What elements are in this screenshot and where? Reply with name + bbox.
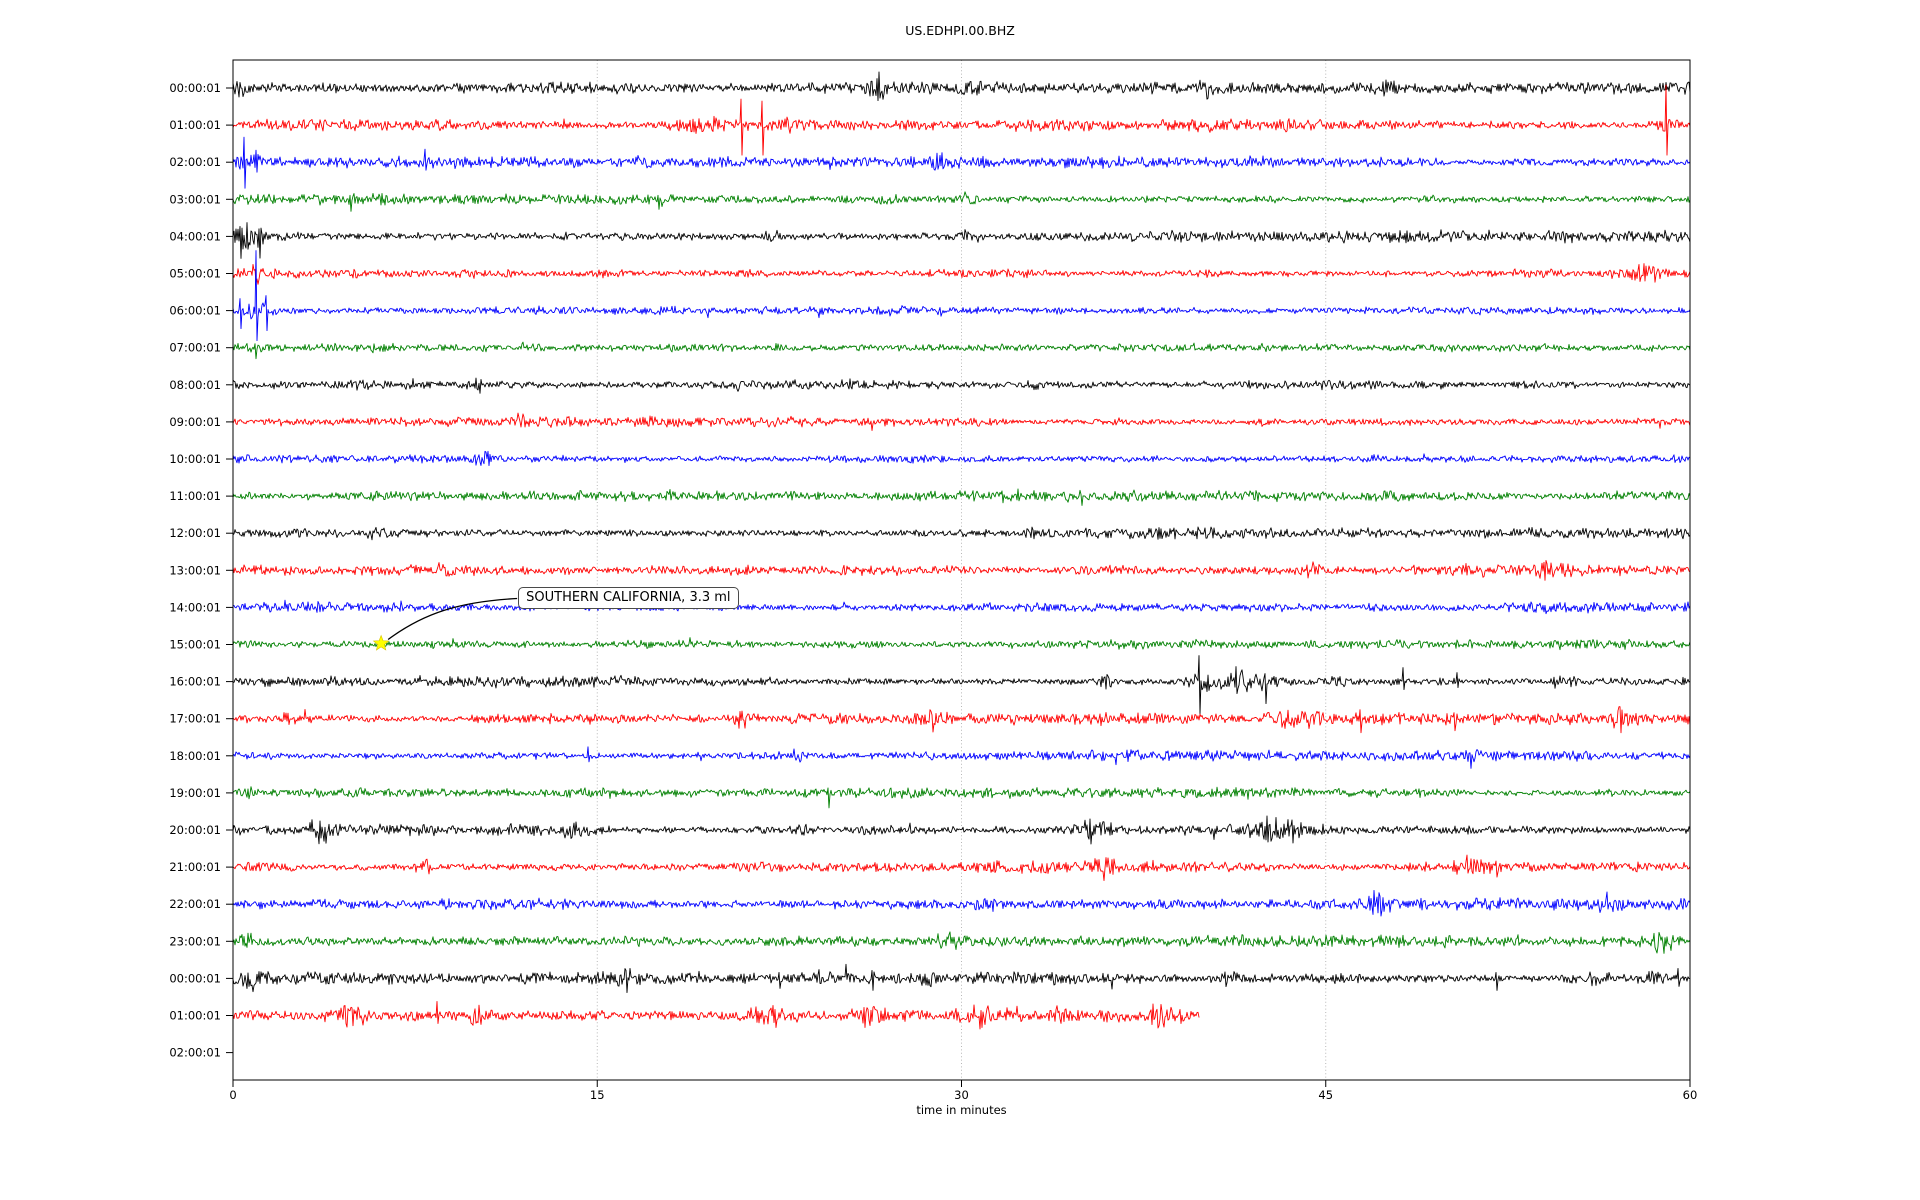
trace-7-07:00:01: [232, 341, 1691, 360]
trace-6-06:00:01: [232, 250, 1691, 342]
trace-13-13:00:01: [232, 560, 1691, 581]
y-tick-label: 01:00:01: [169, 118, 221, 132]
y-tick-label: 02:00:01: [169, 155, 221, 169]
y-tick-label: 00:00:01: [169, 971, 221, 985]
y-tick-label: 15:00:01: [169, 638, 221, 652]
y-tick-label: 19:00:01: [169, 786, 221, 800]
trace-24-00:00:01: [232, 963, 1691, 994]
y-tick-label: 13:00:01: [169, 563, 221, 577]
y-tick-label: 23:00:01: [169, 934, 221, 948]
trace-22-22:00:01: [232, 889, 1691, 917]
y-tick-label: 04:00:01: [169, 229, 221, 243]
x-tick-label: 0: [229, 1088, 236, 1102]
trace-18-18:00:01: [232, 746, 1691, 769]
trace-20-20:00:01: [232, 815, 1691, 845]
trace-3-03:00:01: [232, 191, 1691, 212]
x-tick-label: 15: [590, 1088, 605, 1102]
trace-23-23:00:01: [232, 931, 1691, 954]
y-tick-label: 08:00:01: [169, 378, 221, 392]
trace-17-17:00:01: [232, 706, 1691, 734]
x-tick-label: 30: [954, 1088, 969, 1102]
y-tick-label: 18:00:01: [169, 749, 221, 763]
y-tick-label: 05:00:01: [169, 267, 221, 281]
trace-5-05:00:01: [232, 263, 1691, 285]
y-tick-label: 00:00:01: [169, 81, 221, 95]
trace-1-01:00:01: [232, 84, 1691, 156]
y-tick-label: 17:00:01: [169, 712, 221, 726]
event-annotation-text: SOUTHERN CALIFORNIA, 3.3 ml: [526, 589, 731, 605]
y-tick-label: 14:00:01: [169, 600, 221, 614]
trace-10-10:00:01: [232, 450, 1691, 467]
y-tick-label: 20:00:01: [169, 823, 221, 837]
y-tick-label: 03:00:01: [169, 192, 221, 206]
trace-2-02:00:01: [232, 136, 1691, 189]
trace-14-14:00:01: [232, 599, 1691, 615]
trace-4-04:00:01: [232, 222, 1691, 259]
x-axis-label: time in minutes: [916, 1103, 1007, 1117]
y-tick-label: 12:00:01: [169, 526, 221, 540]
y-tick-label: 16:00:01: [169, 675, 221, 689]
y-tick-label: 06:00:01: [169, 304, 221, 318]
y-tick-label: 02:00:01: [169, 1046, 221, 1060]
plot-border: [232, 59, 1691, 1081]
trace-25-01:00:01: [232, 1001, 1200, 1030]
trace-16-16:00:01: [232, 655, 1691, 715]
star-marker: [372, 634, 390, 651]
y-tick-label: 09:00:01: [169, 415, 221, 429]
event-annotation: SOUTHERN CALIFORNIA, 3.3 ml: [518, 586, 739, 609]
trace-12-12:00:01: [232, 526, 1691, 541]
x-tick-label: 45: [1318, 1088, 1333, 1102]
y-tick-label: 11:00:01: [169, 489, 221, 503]
y-tick-label: 22:00:01: [169, 897, 221, 911]
y-tick-label: 07:00:01: [169, 341, 221, 355]
trace-9-09:00:01: [232, 412, 1691, 431]
y-tick-label: 01:00:01: [169, 1009, 221, 1023]
trace-11-11:00:01: [232, 488, 1691, 506]
trace-8-08:00:01: [232, 377, 1691, 394]
plot-title: US.EDHPI.00.BHZ: [905, 23, 1015, 38]
y-tick-label: 10:00:01: [169, 452, 221, 466]
trace-0-00:00:01: [232, 71, 1691, 102]
trace-15-15:00:01: [232, 637, 1691, 651]
trace-19-19:00:01: [232, 786, 1691, 809]
trace-21-21:00:01: [232, 854, 1691, 882]
x-tick-label: 60: [1683, 1088, 1698, 1102]
annotation-leader-line: [387, 597, 518, 641]
y-tick-label: 21:00:01: [169, 860, 221, 874]
